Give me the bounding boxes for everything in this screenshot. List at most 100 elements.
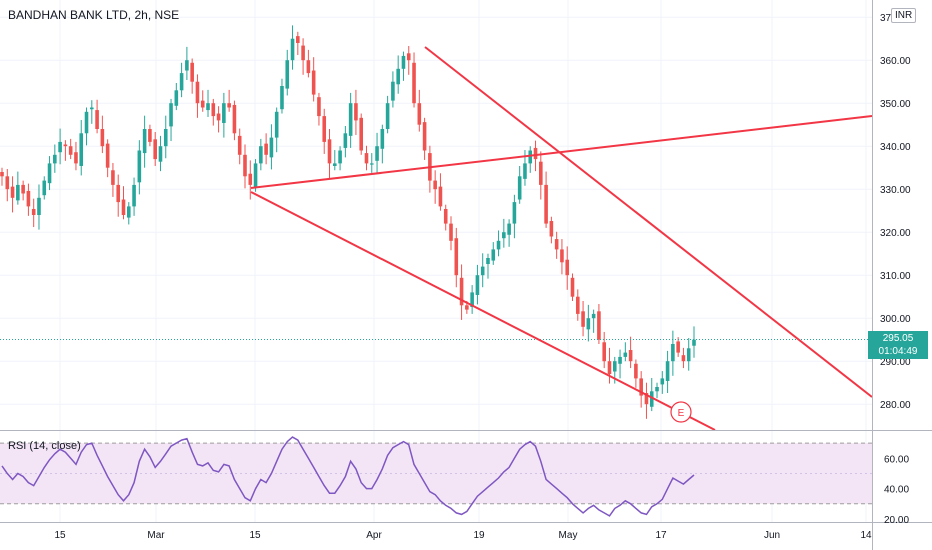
- candle-body: [232, 104, 237, 134]
- candle-body: [285, 60, 290, 89]
- rsi-indicator-label[interactable]: RSI (14, close): [8, 440, 81, 452]
- candle-body: [554, 239, 559, 250]
- candle-body: [79, 133, 84, 166]
- candle-body: [348, 103, 353, 136]
- candle-body: [612, 361, 617, 372]
- candle-body: [565, 259, 570, 276]
- candle-body: [280, 86, 284, 110]
- candle-body: [364, 153, 369, 164]
- time-tick-label: 19: [473, 530, 485, 541]
- candle-body: [412, 62, 416, 104]
- candle-body: [290, 38, 295, 61]
- candle-body: [200, 100, 205, 108]
- rsi-band-area: [0, 442, 872, 505]
- candle-body: [100, 129, 105, 147]
- candle-body: [575, 296, 580, 314]
- candle-body: [306, 60, 311, 74]
- candle-body: [671, 344, 675, 362]
- time-tick-label: Jun: [764, 530, 780, 541]
- candle-body: [227, 103, 231, 108]
- candle-body: [153, 139, 157, 160]
- chart-title: BANDHAN BANK LTD, 2h, NSE: [8, 8, 180, 22]
- trendline: [250, 115, 873, 189]
- candle-body: [401, 55, 406, 69]
- candle-body: [649, 391, 654, 407]
- candle-body: [84, 111, 89, 134]
- time-tick-label: Apr: [366, 530, 382, 541]
- bar-countdown: 01:04:49: [878, 346, 918, 357]
- candle-body: [237, 135, 242, 155]
- candle-body: [644, 393, 649, 405]
- candle-body: [185, 60, 189, 71]
- candle-body: [433, 180, 437, 190]
- candle-body: [274, 111, 279, 138]
- candle-body: [607, 361, 612, 375]
- candle-body: [459, 277, 464, 306]
- rsi-series-group: [1, 436, 695, 517]
- candle-body: [174, 90, 179, 106]
- candle-body: [163, 129, 168, 147]
- candle-body: [586, 318, 591, 330]
- candle-body: [539, 161, 543, 185]
- candle-body: [317, 97, 321, 117]
- candle-body: [10, 186, 15, 198]
- candle-body: [480, 266, 485, 276]
- candle-body: [628, 350, 633, 362]
- candle-body: [21, 184, 25, 194]
- candle-body: [391, 81, 395, 101]
- candle-body: [301, 45, 305, 61]
- candle-body: [623, 352, 628, 357]
- candle-body: [121, 199, 126, 215]
- candle-body: [369, 163, 374, 165]
- candle-body: [618, 356, 622, 364]
- candle-body: [222, 103, 226, 123]
- candle-body: [111, 170, 115, 185]
- candle-body: [523, 163, 527, 179]
- candle-body: [354, 103, 358, 121]
- candle-body: [502, 232, 506, 239]
- candle-body: [269, 137, 274, 158]
- time-tick-label: 15: [54, 530, 66, 541]
- last-price-value: 295.05: [882, 333, 914, 344]
- candle-body: [570, 277, 575, 297]
- candle-body: [253, 163, 258, 188]
- candle-body: [259, 146, 263, 164]
- candle-body: [158, 146, 163, 162]
- candle-body: [517, 176, 522, 200]
- candle-body: [465, 305, 469, 310]
- candle-body: [544, 184, 548, 224]
- candle-body: [243, 154, 247, 177]
- candle-body: [475, 275, 480, 295]
- candle-body: [454, 238, 459, 276]
- candle-body: [63, 144, 68, 147]
- candle-body: [470, 292, 474, 308]
- time-tick-label: 14: [860, 530, 872, 541]
- candle-body: [26, 190, 31, 207]
- candle-body: [142, 129, 147, 154]
- candle-body: [105, 143, 110, 168]
- earnings-marker-label: E: [678, 408, 685, 419]
- candle-body: [655, 387, 659, 392]
- candle-body: [90, 107, 94, 110]
- candle-body: [311, 70, 316, 95]
- candle-body: [491, 249, 496, 261]
- candle-body: [16, 184, 20, 201]
- time-tick-label: 15: [249, 530, 261, 541]
- candle-body: [74, 152, 78, 164]
- candle-body: [53, 154, 57, 164]
- currency-badge[interactable]: INR: [891, 8, 917, 23]
- rsi-line: [1, 436, 695, 517]
- candle-body: [375, 146, 379, 161]
- candle-body: [422, 122, 427, 151]
- candle-body: [438, 186, 443, 207]
- candle-body: [132, 184, 136, 207]
- candle-body: [581, 311, 585, 327]
- candle-body: [602, 342, 606, 362]
- candle-body: [639, 378, 643, 396]
- trendline: [250, 191, 716, 431]
- candle-body: [169, 103, 173, 127]
- time-tick-label: Mar: [147, 530, 165, 541]
- candle-body: [31, 208, 36, 215]
- candle-body: [486, 258, 490, 265]
